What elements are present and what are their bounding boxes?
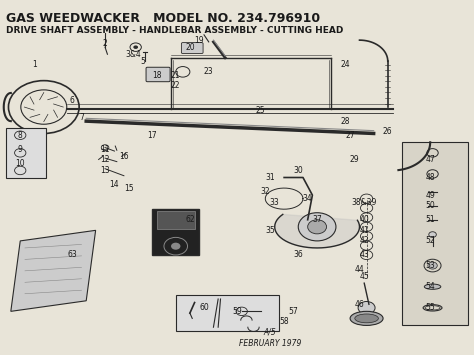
Text: 21: 21 (171, 71, 181, 80)
Text: 43: 43 (359, 251, 369, 260)
Bar (6, 128, 46, 178)
Bar (157, 211, 195, 229)
Text: 10: 10 (16, 159, 25, 168)
Text: 20: 20 (185, 43, 195, 52)
Text: 30: 30 (293, 166, 303, 175)
Bar (152, 209, 199, 255)
Text: 12: 12 (100, 155, 110, 164)
Text: 52: 52 (425, 236, 435, 245)
Text: 7: 7 (79, 113, 84, 122)
Text: 55: 55 (425, 303, 435, 312)
Text: 44: 44 (355, 264, 365, 274)
Circle shape (358, 301, 375, 314)
Ellipse shape (350, 311, 383, 326)
Text: 22: 22 (171, 81, 181, 91)
Text: 41: 41 (359, 226, 369, 235)
Text: GAS WEEDWACKER   MODEL NO. 234.796910: GAS WEEDWACKER MODEL NO. 234.796910 (6, 12, 320, 25)
Text: 32: 32 (260, 187, 270, 196)
Circle shape (429, 232, 437, 237)
Text: 57: 57 (289, 307, 299, 316)
Text: 48: 48 (425, 173, 435, 182)
Text: 25: 25 (256, 106, 265, 115)
Text: 16: 16 (119, 152, 129, 161)
Text: 11: 11 (100, 145, 110, 154)
Text: 14: 14 (109, 180, 119, 189)
FancyBboxPatch shape (182, 43, 203, 54)
Text: 37: 37 (312, 215, 322, 224)
Text: FEBRUARY 1979: FEBRUARY 1979 (239, 339, 301, 348)
Text: 5: 5 (140, 57, 145, 66)
Ellipse shape (355, 314, 378, 323)
Text: 17: 17 (147, 131, 157, 140)
Text: 23: 23 (204, 67, 214, 76)
Text: 35: 35 (265, 226, 275, 235)
Circle shape (171, 243, 181, 250)
Text: 51: 51 (425, 215, 435, 224)
Text: 54: 54 (425, 282, 435, 291)
Bar (402, 142, 468, 326)
Text: 18: 18 (152, 71, 162, 80)
Text: 6: 6 (70, 95, 74, 104)
Text: 59: 59 (232, 307, 242, 316)
Text: 38&39: 38&39 (352, 198, 377, 207)
Text: 28: 28 (341, 117, 350, 126)
Text: 62: 62 (185, 215, 195, 224)
Text: 15: 15 (124, 184, 134, 192)
Circle shape (428, 262, 438, 269)
Text: 49: 49 (425, 191, 435, 200)
Text: 45: 45 (359, 272, 369, 280)
Text: DRIVE SHAFT ASSEMBLY - HANDLEBAR ASSEMBLY - CUTTING HEAD: DRIVE SHAFT ASSEMBLY - HANDLEBAR ASSEMBL… (6, 26, 344, 35)
Text: 26: 26 (383, 127, 392, 136)
Text: 63: 63 (67, 251, 77, 260)
Bar (176, 295, 279, 331)
Text: 33: 33 (270, 198, 280, 207)
Text: 46: 46 (355, 300, 365, 309)
Text: 58: 58 (279, 317, 289, 326)
Text: 36: 36 (293, 251, 303, 260)
Text: 42: 42 (359, 236, 369, 245)
Text: 53: 53 (425, 261, 435, 270)
Text: 1: 1 (32, 60, 37, 69)
Text: 19: 19 (194, 36, 204, 45)
Text: 29: 29 (350, 155, 360, 164)
Circle shape (298, 213, 336, 241)
Text: 8: 8 (18, 131, 23, 140)
Text: 60: 60 (199, 303, 209, 312)
Text: 34: 34 (303, 194, 312, 203)
FancyBboxPatch shape (146, 67, 170, 82)
Polygon shape (275, 214, 359, 248)
Circle shape (308, 220, 327, 234)
Text: 9: 9 (18, 145, 23, 154)
Circle shape (133, 45, 138, 49)
Text: 13: 13 (100, 166, 110, 175)
Text: 2: 2 (103, 39, 108, 48)
Text: 31: 31 (265, 173, 275, 182)
Text: A/5: A/5 (264, 328, 276, 337)
Text: 47: 47 (425, 155, 435, 164)
Text: 27: 27 (345, 131, 355, 140)
Text: 40: 40 (359, 215, 369, 224)
Ellipse shape (424, 284, 441, 289)
Polygon shape (11, 230, 96, 311)
Text: 50: 50 (425, 201, 435, 210)
Text: 24: 24 (340, 60, 350, 69)
Text: 3&4: 3&4 (126, 50, 141, 59)
